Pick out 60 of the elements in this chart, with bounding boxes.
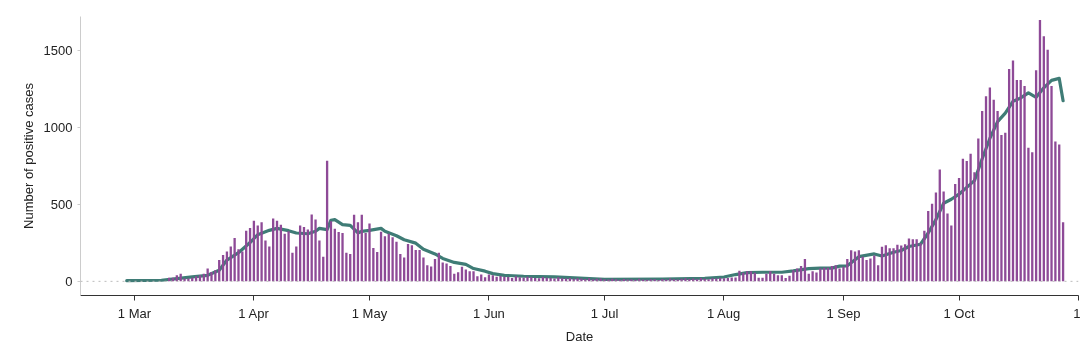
bar [653,279,656,282]
y-tick-label: 1500 [43,42,73,58]
x-tick-label: 1 [1073,305,1080,321]
bar [183,278,186,282]
bar [553,278,556,282]
bar [314,219,317,282]
bar [418,249,421,282]
x-tick-label: 1 Sep [826,305,861,321]
bar [761,277,764,282]
bar [580,278,583,282]
x-tick-label: 1 Oct [943,305,975,321]
bar [784,277,787,282]
bar [603,279,606,282]
bar [499,275,502,282]
bar [815,272,818,282]
x-tick-label: 1 Jul [590,305,619,321]
bar [661,279,664,282]
bar [865,260,868,282]
bar [341,232,344,282]
bar [765,273,768,282]
bar [869,258,872,282]
bar [892,248,895,282]
bar [495,276,498,282]
bar [233,238,236,282]
x-tick-label: 1 May [351,305,388,321]
bar [395,241,398,282]
bar [368,223,371,282]
bar [522,277,525,282]
bar [287,231,290,282]
x-tick-label: 1 Jun [473,305,505,321]
x-tick-label: 1 Apr [238,305,270,321]
bar [838,268,841,282]
y-tick-label: 500 [50,196,73,212]
x-tick-label: 1 Mar [117,305,152,321]
bar [445,263,448,282]
bar [969,153,972,282]
y-tick-label: 0 [65,273,73,289]
x-tick-label: 1 Aug [707,305,741,321]
bar [526,276,529,282]
y-tick-label: 1000 [43,119,73,135]
bar [210,271,213,282]
bar [472,271,475,282]
bar [391,237,394,282]
bar [260,222,263,282]
bar [684,278,687,282]
bar [549,277,552,282]
bar [187,278,190,282]
bar [576,278,579,282]
bar [680,278,683,282]
bar [738,270,741,282]
bar [503,276,506,282]
bar [630,279,633,282]
bar [792,270,795,282]
bar [896,244,899,282]
x-axis-title: Date [565,328,594,344]
bar [711,278,714,282]
bar [811,271,814,282]
bar [449,266,452,282]
y-axis-title: Number of positive cases [20,82,36,229]
bar [707,279,710,282]
